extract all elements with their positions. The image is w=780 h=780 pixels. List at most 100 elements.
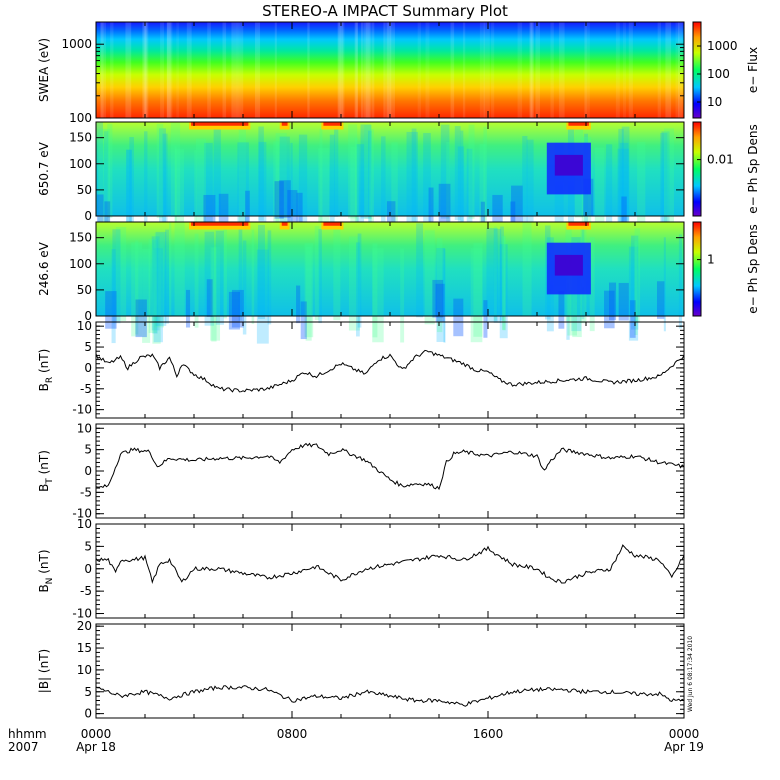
spectrogram-streak [628, 246, 639, 341]
spectrogram-patch [97, 194, 104, 233]
spectrogram-streak [307, 22, 310, 118]
strahl-band-core [191, 222, 249, 226]
spectrogram-patch [558, 291, 565, 329]
spectrogram-streak [372, 248, 384, 343]
spectrogram-patch [287, 190, 298, 228]
spectrogram-streak [162, 133, 168, 228]
spectrogram-streak [235, 22, 241, 118]
spectrogram-streak [416, 223, 424, 318]
spectrogram-patch [279, 180, 291, 218]
spectrogram-streak [372, 243, 378, 338]
spectrogram-streak [242, 240, 247, 335]
strahl-band-core [281, 122, 288, 126]
spectrogram-streak [354, 137, 358, 232]
y-tick-label: 10 [77, 517, 92, 531]
colorbar-label: e− Flux [746, 47, 760, 93]
spectrogram-streak [354, 22, 358, 118]
colorbar-tick-label: 1 [707, 253, 715, 267]
y-tick-label: 150 [69, 231, 92, 245]
spectrogram-patch [492, 194, 503, 233]
spectrogram-streak [207, 22, 211, 118]
spectrogram-streak [365, 22, 372, 118]
strahl-band-core [568, 222, 589, 226]
spectrogram-streak [436, 247, 445, 342]
spectrogram-streak [479, 144, 486, 239]
spectrogram-streak [213, 122, 221, 217]
y-axis-label: SWEA (eV) [37, 38, 51, 102]
y-tick-label: 0 [84, 209, 92, 223]
spectrogram-streak [238, 128, 246, 223]
series-line [95, 442, 685, 491]
spectrogram-streak [115, 227, 127, 322]
timestamp-stamp: Wed Jun 6 08:17:34 2010 [687, 636, 694, 712]
spectrogram-streak [517, 22, 523, 118]
spectrogram-streak [167, 22, 171, 118]
spectrogram-streak [468, 124, 475, 219]
spectrogram-streak [176, 22, 180, 118]
spectrogram-streak [210, 246, 221, 341]
spectrogram-streak [440, 124, 450, 219]
spectrogram-streak [155, 231, 167, 326]
spectrogram-streak [558, 22, 565, 118]
x-tick-label: 0000 [81, 727, 112, 741]
spectrogram-patch [296, 192, 303, 231]
spectrogram-patch [483, 300, 488, 338]
colorbar-tick-label: 0.01 [707, 153, 734, 167]
spectrogram-streak [318, 229, 322, 324]
spectrogram-streak [417, 22, 421, 118]
y-tick-label: -5 [80, 382, 92, 396]
y-tick-label: -5 [80, 584, 92, 598]
spectrogram-streak [223, 224, 227, 319]
spectrogram-streak [678, 234, 683, 329]
spectrogram-streak [502, 235, 506, 330]
y-tick-label: 20 [77, 619, 92, 633]
y-axis-label: BN (nT) [37, 549, 55, 592]
spectrogram-streak [129, 137, 134, 232]
spectrogram-patch [510, 201, 516, 240]
spectrogram-streak [425, 22, 430, 118]
spectrogram-streak [298, 134, 308, 229]
spectrogram-streak [493, 228, 502, 323]
spectrogram-patch [656, 281, 665, 319]
colorbar-label: e− Ph Sp Dens [746, 224, 760, 313]
strahl-band [321, 222, 344, 230]
spectrogram-streak [384, 22, 389, 118]
dropout-core [554, 254, 583, 276]
spectrogram-streak [634, 228, 641, 323]
spectrogram-streak [493, 226, 497, 321]
spectrogram-streak [619, 142, 629, 237]
x-tick-label: 0000 [669, 727, 700, 741]
spectrogram-streak [364, 22, 370, 118]
spectrogram-streak [111, 249, 116, 344]
spectrogram-streak [153, 248, 163, 343]
spectrogram-streak [663, 128, 674, 223]
spectrogram-streak [356, 144, 365, 239]
y-tick-label: -10 [72, 507, 92, 521]
spectrogram-streak [152, 249, 161, 344]
spectrogram-streak [389, 22, 395, 118]
spectrogram-patch [245, 190, 250, 229]
spectrogram-streak [364, 124, 372, 219]
spectrogram-streak [618, 128, 624, 223]
spectrogram-streak [371, 22, 375, 118]
y-tick-label: 5 [84, 539, 92, 553]
spectrogram-streak [211, 247, 217, 342]
x-unit-label: hhmm [8, 727, 47, 741]
spectrogram-streak [499, 244, 508, 339]
spectrogram-streak [112, 229, 121, 324]
spectrogram-patch [300, 301, 307, 340]
strahl-band-core [323, 222, 342, 226]
y-tick-label: -5 [80, 485, 92, 499]
spectrogram-streak [661, 131, 670, 226]
spectrogram-streak [204, 231, 215, 326]
spectrogram-streak [231, 22, 235, 118]
colorbar [692, 221, 702, 317]
x-tick-label: 0800 [277, 727, 308, 741]
spectrogram-streak [529, 22, 533, 118]
spectrogram-streak [462, 22, 466, 118]
spectrogram-streak [446, 141, 450, 236]
spectrogram-streak [234, 22, 239, 118]
spectrogram-streak [348, 236, 360, 331]
spectrogram-streak [360, 124, 372, 219]
spectrogram-streak [522, 136, 528, 231]
